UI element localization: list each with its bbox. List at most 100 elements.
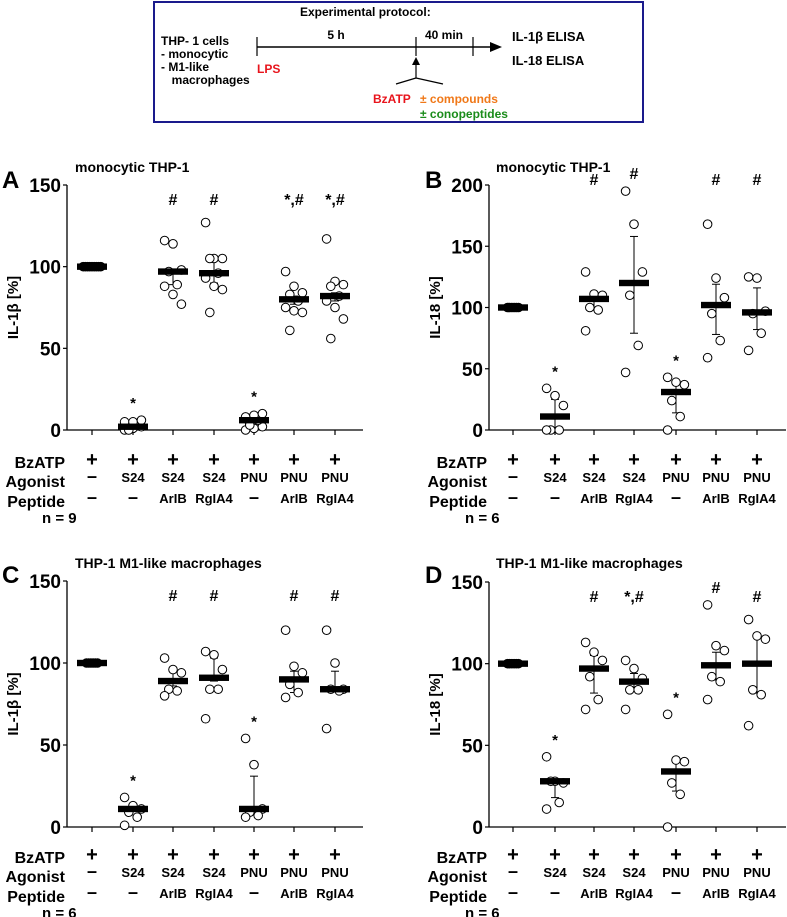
row-label-peptide: Peptide: [429, 889, 487, 906]
bzatp-value: +: [167, 449, 179, 471]
data-point: [675, 411, 686, 422]
data-point: [667, 778, 677, 788]
peptide-value: ArIB: [280, 491, 307, 506]
significance-annotation: #: [210, 588, 219, 605]
y-axis-label: IL-1β [%]: [5, 672, 22, 735]
agonist-value: PNU: [702, 865, 729, 880]
data-point: [702, 219, 713, 229]
mean-bar: [661, 768, 691, 775]
agonist-value: PNU: [240, 865, 267, 880]
significance-annotation: #: [590, 172, 599, 189]
n-label: n = 9: [42, 510, 77, 527]
row-label-agonist: Agonist: [427, 474, 487, 491]
data-point: [321, 625, 332, 636]
data-point: [620, 186, 631, 196]
data-point: [715, 676, 726, 687]
data-point: [711, 273, 721, 283]
significance-annotation: #: [331, 588, 340, 605]
data-point: [289, 305, 299, 316]
y-axis-label: IL-18 [%]: [427, 673, 444, 736]
y-tick-label: 0: [472, 818, 483, 839]
y-tick-label: 50: [40, 339, 61, 360]
data-point: [217, 664, 228, 675]
bzatp-value: +: [751, 844, 763, 866]
significance-annotation: #: [169, 192, 178, 209]
data-point: [132, 812, 142, 822]
bzatp-value: +: [710, 449, 722, 471]
data-point: [702, 694, 713, 705]
bzatp-value: +: [628, 844, 640, 866]
mean-bar: [320, 292, 350, 300]
data-point: [597, 655, 608, 666]
panel-letter: B: [425, 167, 442, 194]
data-point: [752, 631, 762, 641]
peptide-value: –: [249, 487, 259, 507]
n-label: n = 6: [42, 905, 77, 917]
bzatp-label: BzATP: [373, 92, 411, 106]
data-point: [200, 217, 211, 228]
significance-annotation: #: [712, 580, 721, 597]
peptide-value: –: [508, 882, 518, 902]
peptide-value: ArIB: [702, 491, 729, 506]
data-point: [205, 307, 215, 318]
bzatp-value: +: [329, 844, 341, 866]
significance-annotation: *: [130, 772, 136, 789]
data-point: [338, 279, 349, 290]
data-point: [321, 723, 332, 734]
agonist-value: PNU: [321, 865, 348, 880]
bzatp-value: +: [248, 449, 260, 471]
peptide-value: RgIA4: [316, 491, 354, 506]
peptide-value: RgIA4: [615, 491, 653, 506]
agonist-value: S24: [582, 865, 606, 880]
data-point: [752, 273, 762, 283]
protocol-cells-line-3: - M1-like: [161, 60, 209, 74]
bzatp-value: +: [127, 449, 139, 471]
mean-bar: [279, 296, 309, 303]
data-point: [159, 691, 170, 701]
y-tick-label: 100: [29, 654, 61, 675]
row-label-bzatp: BzATP: [15, 455, 66, 472]
panel-title: monocytic THP-1: [75, 159, 190, 175]
data-point: [580, 325, 591, 336]
peptide-value: –: [87, 487, 97, 507]
data-point: [297, 307, 308, 318]
significance-annotation: #: [210, 192, 219, 209]
data-point: [280, 266, 291, 277]
significance-annotation: #: [753, 172, 762, 189]
agonist-value: S24: [622, 865, 646, 880]
addition-branch-left: [395, 77, 417, 85]
y-tick-label: 100: [451, 655, 483, 676]
protocol-frame: [153, 1, 644, 123]
peptide-value: ArIB: [702, 886, 729, 901]
data-point: [280, 625, 291, 636]
data-point: [280, 302, 291, 313]
agonist-value: PNU: [662, 865, 689, 880]
data-point: [213, 684, 223, 695]
peptide-value: RgIA4: [738, 886, 776, 901]
row-label-peptide: Peptide: [7, 889, 65, 906]
data-point: [285, 325, 295, 336]
data-point: [176, 299, 187, 310]
data-point: [205, 684, 215, 695]
data-point: [217, 253, 228, 264]
mean-bar: [320, 686, 350, 693]
readout-il1b: IL-1β ELISA: [512, 29, 586, 44]
data-point: [707, 671, 717, 682]
peptide-value: –: [550, 882, 560, 902]
bzatp-value: +: [751, 449, 763, 471]
data-point: [585, 302, 595, 313]
data-point: [297, 668, 308, 678]
data-point: [637, 267, 648, 277]
data-point: [580, 637, 591, 648]
data-point: [554, 425, 565, 435]
significance-annotation: *: [552, 363, 558, 380]
y-tick-label: 50: [40, 736, 61, 757]
data-point: [209, 281, 219, 292]
data-point: [217, 284, 228, 295]
data-point: [633, 340, 644, 351]
y-tick-label: 200: [451, 176, 483, 197]
significance-annotation: #: [590, 589, 599, 606]
addition-branch-right: [415, 77, 444, 85]
